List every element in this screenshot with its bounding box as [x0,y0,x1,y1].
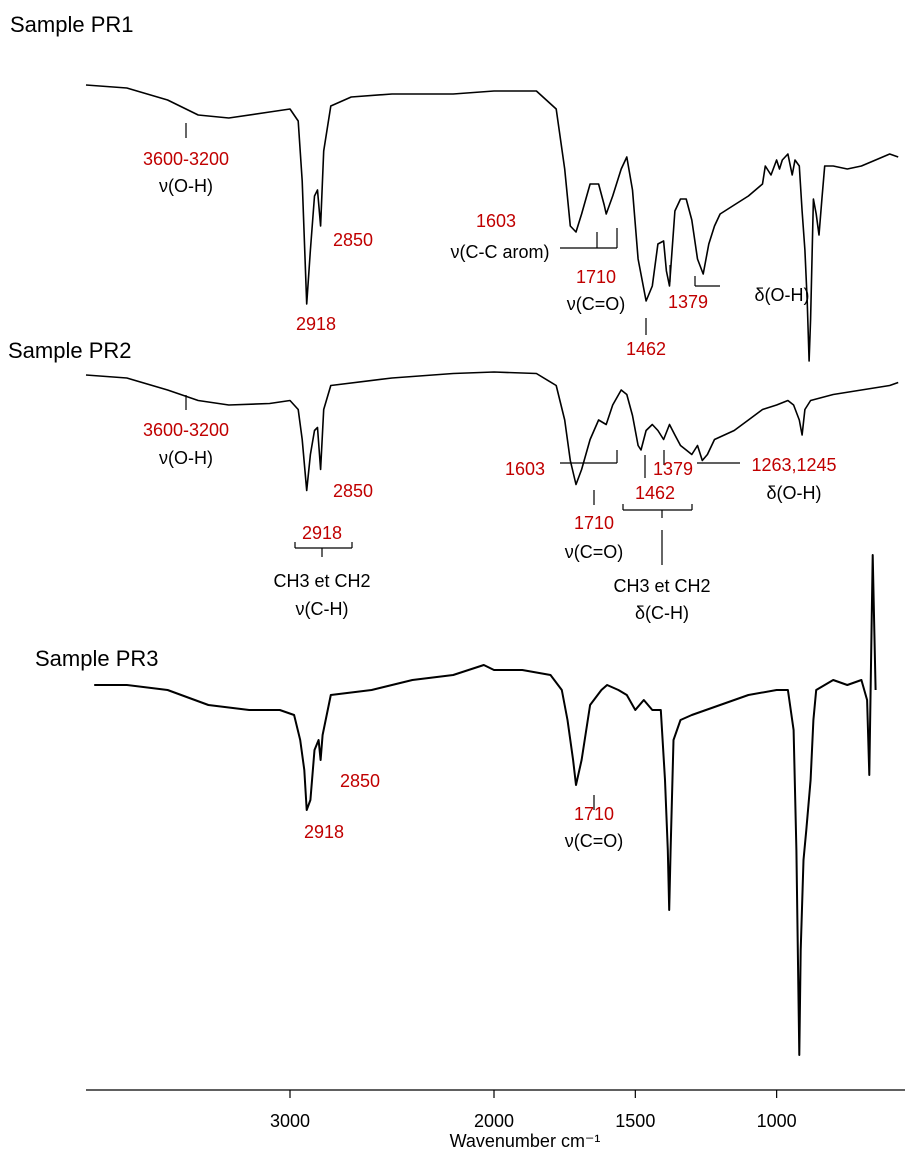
annotation: 2850 [333,230,373,250]
annotation: 2850 [333,481,373,501]
x-tick-label: 2000 [474,1111,514,1131]
annotation: 2918 [302,523,342,543]
x-axis-label: Wavenumber cm⁻¹ [450,1131,601,1151]
annotation: 1710 [576,267,616,287]
annotation: ν(C-C arom) [451,242,550,262]
annotation: CH3 et CH2 [613,576,710,596]
annotation: 3600-3200 [143,149,229,169]
annotation: ν(C=O) [567,294,626,314]
x-tick-label: 3000 [270,1111,310,1131]
annotation: 2918 [296,314,336,334]
annotation: 1710 [574,804,614,824]
x-tick-label: 1000 [757,1111,797,1131]
annotation: ν(C=O) [565,831,624,851]
annotation: 1263,1245 [751,455,836,475]
annotation: 1710 [574,513,614,533]
spectrum-line [85,84,899,362]
x-tick-label: 1500 [615,1111,655,1131]
annotation: 1379 [653,459,693,479]
annotation: 1462 [626,339,666,359]
annotation-lines [185,123,740,810]
annotation: ν(C-H) [296,599,349,619]
annotation: 1603 [476,211,516,231]
annotation: δ(O-H) [766,483,821,503]
annotation: 1379 [668,292,708,312]
annotation: ν(C=O) [565,542,624,562]
spectrum-line [94,554,877,1056]
panel-title: Sample PR2 [8,338,132,363]
annotation: δ(O-H) [754,285,809,305]
annotation: δ(C-H) [635,603,689,623]
annotation: 1462 [635,483,675,503]
panel-title: Sample PR1 [10,12,134,37]
annotation: CH3 et CH2 [273,571,370,591]
annotation: 1603 [505,459,545,479]
spectrum-line [85,371,899,492]
annotation: 2918 [304,822,344,842]
annotation: ν(O-H) [159,176,213,196]
annotation: 3600-3200 [143,420,229,440]
annotation: ν(O-H) [159,448,213,468]
annotation: 2850 [340,771,380,791]
panel-title: Sample PR3 [35,646,159,671]
